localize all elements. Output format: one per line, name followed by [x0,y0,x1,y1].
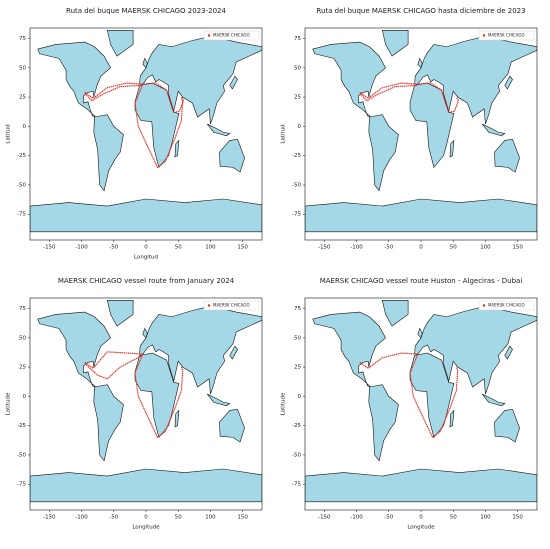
y-tick-label: -75 [17,482,26,488]
legend-label: MAERSK CHICAGO [488,303,525,308]
land-map [305,299,537,503]
route-line [84,82,185,169]
legend-box [478,300,535,311]
legend-marker [482,304,486,307]
legend-marker [207,304,211,307]
x-tick-label: 0 [419,245,423,251]
y-tick-label: 75 [294,36,301,42]
x-tick-label: -50 [384,515,393,521]
map-panel: -150 -100 -50 0 50 100 150 -75 -50 -25 0 25 50 75 MAER… [281,277,538,531]
land-map [30,29,262,233]
y-tick-label: 25 [294,95,301,101]
x-tick-label: 150 [512,515,523,521]
y-tick-label: 0 [23,394,27,400]
y-axis-label: Latitud [281,124,287,143]
y-tick-label: 75 [19,36,26,42]
x-tick-label: 150 [237,245,248,251]
x-tick-label: -50 [109,515,118,521]
y-tick-label: 50 [19,65,26,71]
y-tick-label: 25 [294,365,301,371]
map-panel: -150 -100 -50 0 50 100 150 -75 -50 -25 0 25 50 75 MAER… [6,277,263,531]
y-tick-label: 75 [294,306,301,312]
legend-box [478,30,535,41]
x-tick-label: 100 [205,515,216,521]
x-tick-label: -100 [350,515,363,521]
x-tick-label: 50 [175,245,182,251]
chart-title: Ruta del buque MAERSK CHICAGO 2023-2024 [66,7,226,15]
x-tick-label: -50 [109,245,118,251]
y-tick-label: 0 [298,394,302,400]
y-tick-label: 50 [19,335,26,341]
y-tick-label: -50 [292,182,301,188]
x-tick-label: 50 [450,245,457,251]
chart-title: MAERSK CHICAGO vessel route from January… [58,277,235,285]
x-tick-label: 100 [480,245,491,251]
y-tick-label: -50 [17,182,26,188]
route-line [84,351,184,439]
x-tick-label: 150 [237,515,248,521]
x-tick-label: 0 [144,515,148,521]
x-tick-label: 0 [419,515,423,521]
y-tick-label: -25 [292,423,301,429]
y-tick-label: 25 [19,365,26,371]
x-tick-label: -100 [75,515,88,521]
legend-marker [482,34,486,37]
x-tick-label: -150 [318,515,331,521]
x-tick-label: -150 [43,245,56,251]
y-tick-label: 0 [23,124,27,130]
y-tick-label: -25 [17,423,26,429]
x-tick-label: -50 [384,245,393,251]
y-axis-label: Latitude [281,392,287,415]
y-tick-label: -25 [292,153,301,159]
x-tick-label: -100 [75,245,88,251]
legend-box [203,300,260,311]
x-tick-label: -150 [318,245,331,251]
x-tick-label: -100 [350,245,363,251]
chart-title: MAERSK CHICAGO vessel route Huston - Alg… [320,277,523,285]
land-map [305,29,537,233]
x-axis-label: Longitud [134,255,158,261]
y-tick-label: -75 [17,212,26,218]
x-tick-label: 150 [512,245,523,251]
y-tick-label: -75 [292,212,301,218]
chart-title: Ruta del buque MAERSK CHICAGO hasta dici… [316,7,525,15]
y-tick-label: 50 [294,65,301,71]
map-panel: -150 -100 -50 0 50 100 150 -75 -50 -25 0 25 50 75 Ruta… [6,7,263,261]
route-line [359,82,460,113]
x-tick-label: 0 [144,245,148,251]
y-tick-label: 75 [19,306,26,312]
y-tick-label: 25 [19,95,26,101]
y-axis-label: Latitude [6,392,12,415]
route-line [359,352,459,439]
legend-label: MAERSK CHICAGO [213,303,250,308]
x-tick-label: 50 [175,515,182,521]
x-tick-label: 50 [450,515,457,521]
legend-label: MAERSK CHICAGO [213,33,250,38]
legend-marker [207,34,211,37]
y-tick-label: 0 [298,124,302,130]
x-tick-label: 100 [205,245,216,251]
y-tick-label: -50 [292,452,301,458]
x-tick-label: -150 [43,515,56,521]
legend-box [203,30,260,41]
x-axis-label: Longitude [407,525,435,531]
y-tick-label: -25 [17,153,26,159]
land-map [30,299,262,503]
y-tick-label: 50 [294,335,301,341]
y-axis-label: Latitud [6,124,12,143]
y-tick-label: -75 [292,482,301,488]
legend-label: MAERSK CHICAGO [488,33,525,38]
x-axis-label: Longitude [132,525,160,531]
x-tick-label: 100 [480,515,491,521]
map-panel: -150 -100 -50 0 50 100 150 -75 -50 -25 0 25 50 75 Ruta… [281,7,538,251]
y-tick-label: -50 [17,452,26,458]
